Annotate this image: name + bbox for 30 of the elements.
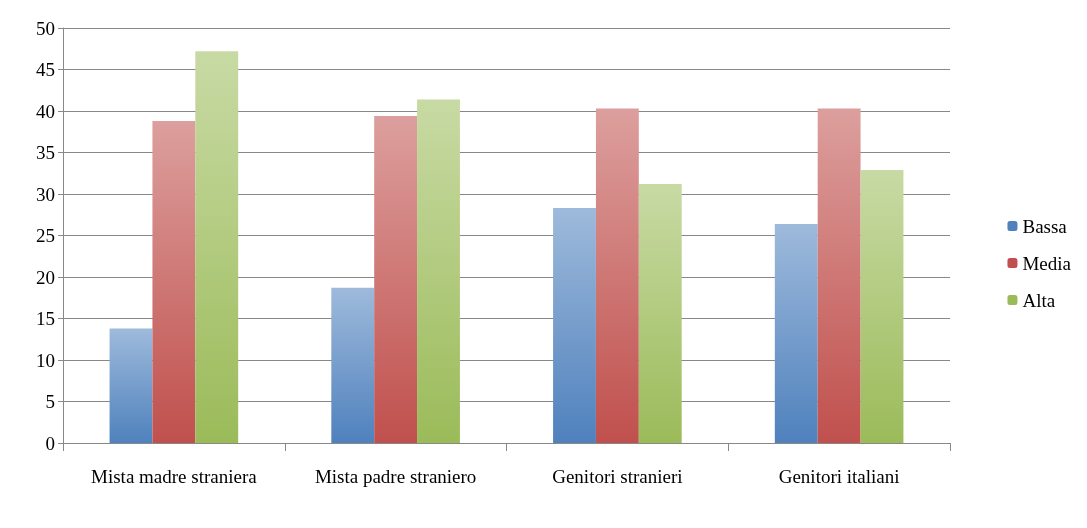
bar bbox=[374, 115, 418, 443]
y-tick-label: 20 bbox=[36, 266, 55, 288]
y-tick-label: 5 bbox=[45, 391, 55, 412]
bar bbox=[331, 287, 375, 443]
bar bbox=[553, 208, 596, 443]
bar bbox=[195, 51, 239, 443]
x-tick-label: Genitori stranieri bbox=[552, 465, 683, 487]
y-tick-label: 0 bbox=[45, 432, 55, 454]
y-tick-label: 30 bbox=[36, 183, 55, 205]
y-tick-label: 15 bbox=[36, 308, 55, 329]
bar bbox=[417, 99, 460, 443]
y-tick-label: 50 bbox=[36, 17, 55, 39]
legend-label: Bassa bbox=[1022, 215, 1068, 237]
legend-label: Media bbox=[1022, 252, 1072, 274]
y-tick-label: 10 bbox=[36, 349, 55, 371]
legend-label: Alta bbox=[1022, 289, 1056, 311]
x-tick-label: Mista madre straniera bbox=[91, 465, 258, 487]
bar bbox=[109, 328, 153, 443]
y-tick-label: 40 bbox=[36, 100, 55, 122]
x-tick-label: Genitori italiani bbox=[778, 465, 900, 487]
bar bbox=[860, 169, 904, 443]
bar bbox=[638, 184, 682, 443]
bar bbox=[817, 108, 861, 443]
bar bbox=[774, 223, 818, 443]
y-tick-label: 35 bbox=[36, 142, 55, 163]
x-tick-label: Mista padre straniero bbox=[314, 465, 477, 487]
y-tick-label: 45 bbox=[36, 59, 55, 80]
bar bbox=[595, 108, 639, 443]
y-tick-label: 25 bbox=[36, 225, 55, 246]
bar bbox=[152, 120, 196, 443]
